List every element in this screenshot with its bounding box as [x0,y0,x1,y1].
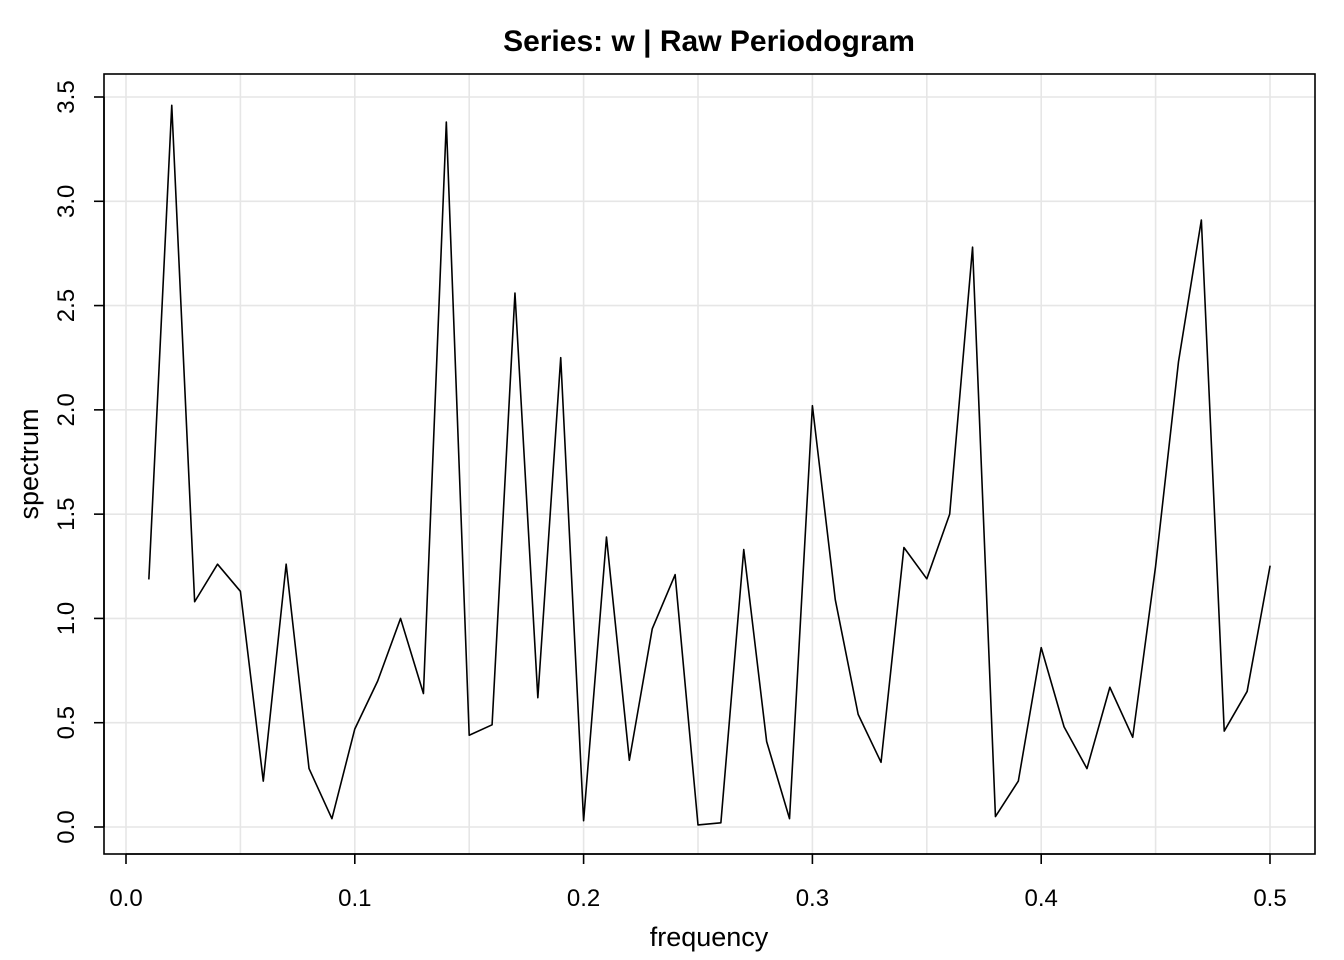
x-tick-label: 0.2 [567,885,600,912]
x-axis-label: frequency [650,922,769,952]
y-tick-label: 3.0 [53,185,80,218]
y-tick-label: 0.5 [53,706,80,739]
y-tick-label: 1.0 [53,602,80,635]
chart-title: Series: w | Raw Periodogram [503,25,915,58]
x-tick-label: 0.4 [1025,885,1058,912]
x-tick-label: 0.1 [338,885,371,912]
x-tick-label: 0.3 [796,885,829,912]
y-tick-label: 2.0 [53,393,80,426]
x-tick-label: 0.5 [1253,885,1286,912]
y-axis: 0.0 0.5 1.0 1.5 2.0 2.5 3.0 3.5 [53,80,105,844]
y-tick-label: 3.5 [53,80,80,113]
y-axis-label: spectrum [14,408,44,519]
spectrum-line [148,104,1271,826]
y-tick-label: 1.5 [53,497,80,530]
y-tick-label: 2.5 [53,289,80,322]
y-tick-label: 0.0 [53,810,80,843]
grid-lines [104,74,1315,854]
x-tick-label: 0.0 [109,885,142,912]
x-axis: 0.0 0.1 0.2 0.3 0.4 0.5 [109,853,1287,912]
